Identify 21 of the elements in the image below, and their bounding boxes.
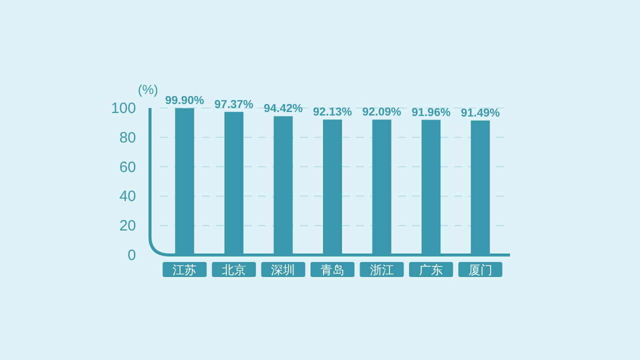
y-tick-label: 20 [119,218,136,235]
y-tick-label: 0 [128,247,136,264]
data-label: 97.37% [214,98,254,111]
x-tick-label: 深圳 [271,263,296,277]
x-tick-label: 广东 [419,263,444,277]
data-label: 94.42% [264,103,303,116]
data-label: 92.09% [362,106,402,119]
y-tick-label: 60 [119,158,136,176]
data-label: 99.90% [165,95,204,108]
data-label: 92.13% [312,106,352,119]
y-tick-label: 40 [119,188,136,206]
y-axis-title: (%) [138,82,158,97]
x-tick-label: 厦门 [468,263,492,277]
y-tick-label: 80 [119,129,136,146]
x-tick-label: 北京 [222,263,246,277]
data-label: 91.49% [460,108,500,120]
x-tick-label: 青岛 [320,263,344,277]
data-label: 91.96% [412,106,451,119]
x-tick-label: 浙江 [370,263,394,277]
y-tick-label: 100 [110,100,136,117]
x-tick-label: 江苏 [172,263,197,277]
